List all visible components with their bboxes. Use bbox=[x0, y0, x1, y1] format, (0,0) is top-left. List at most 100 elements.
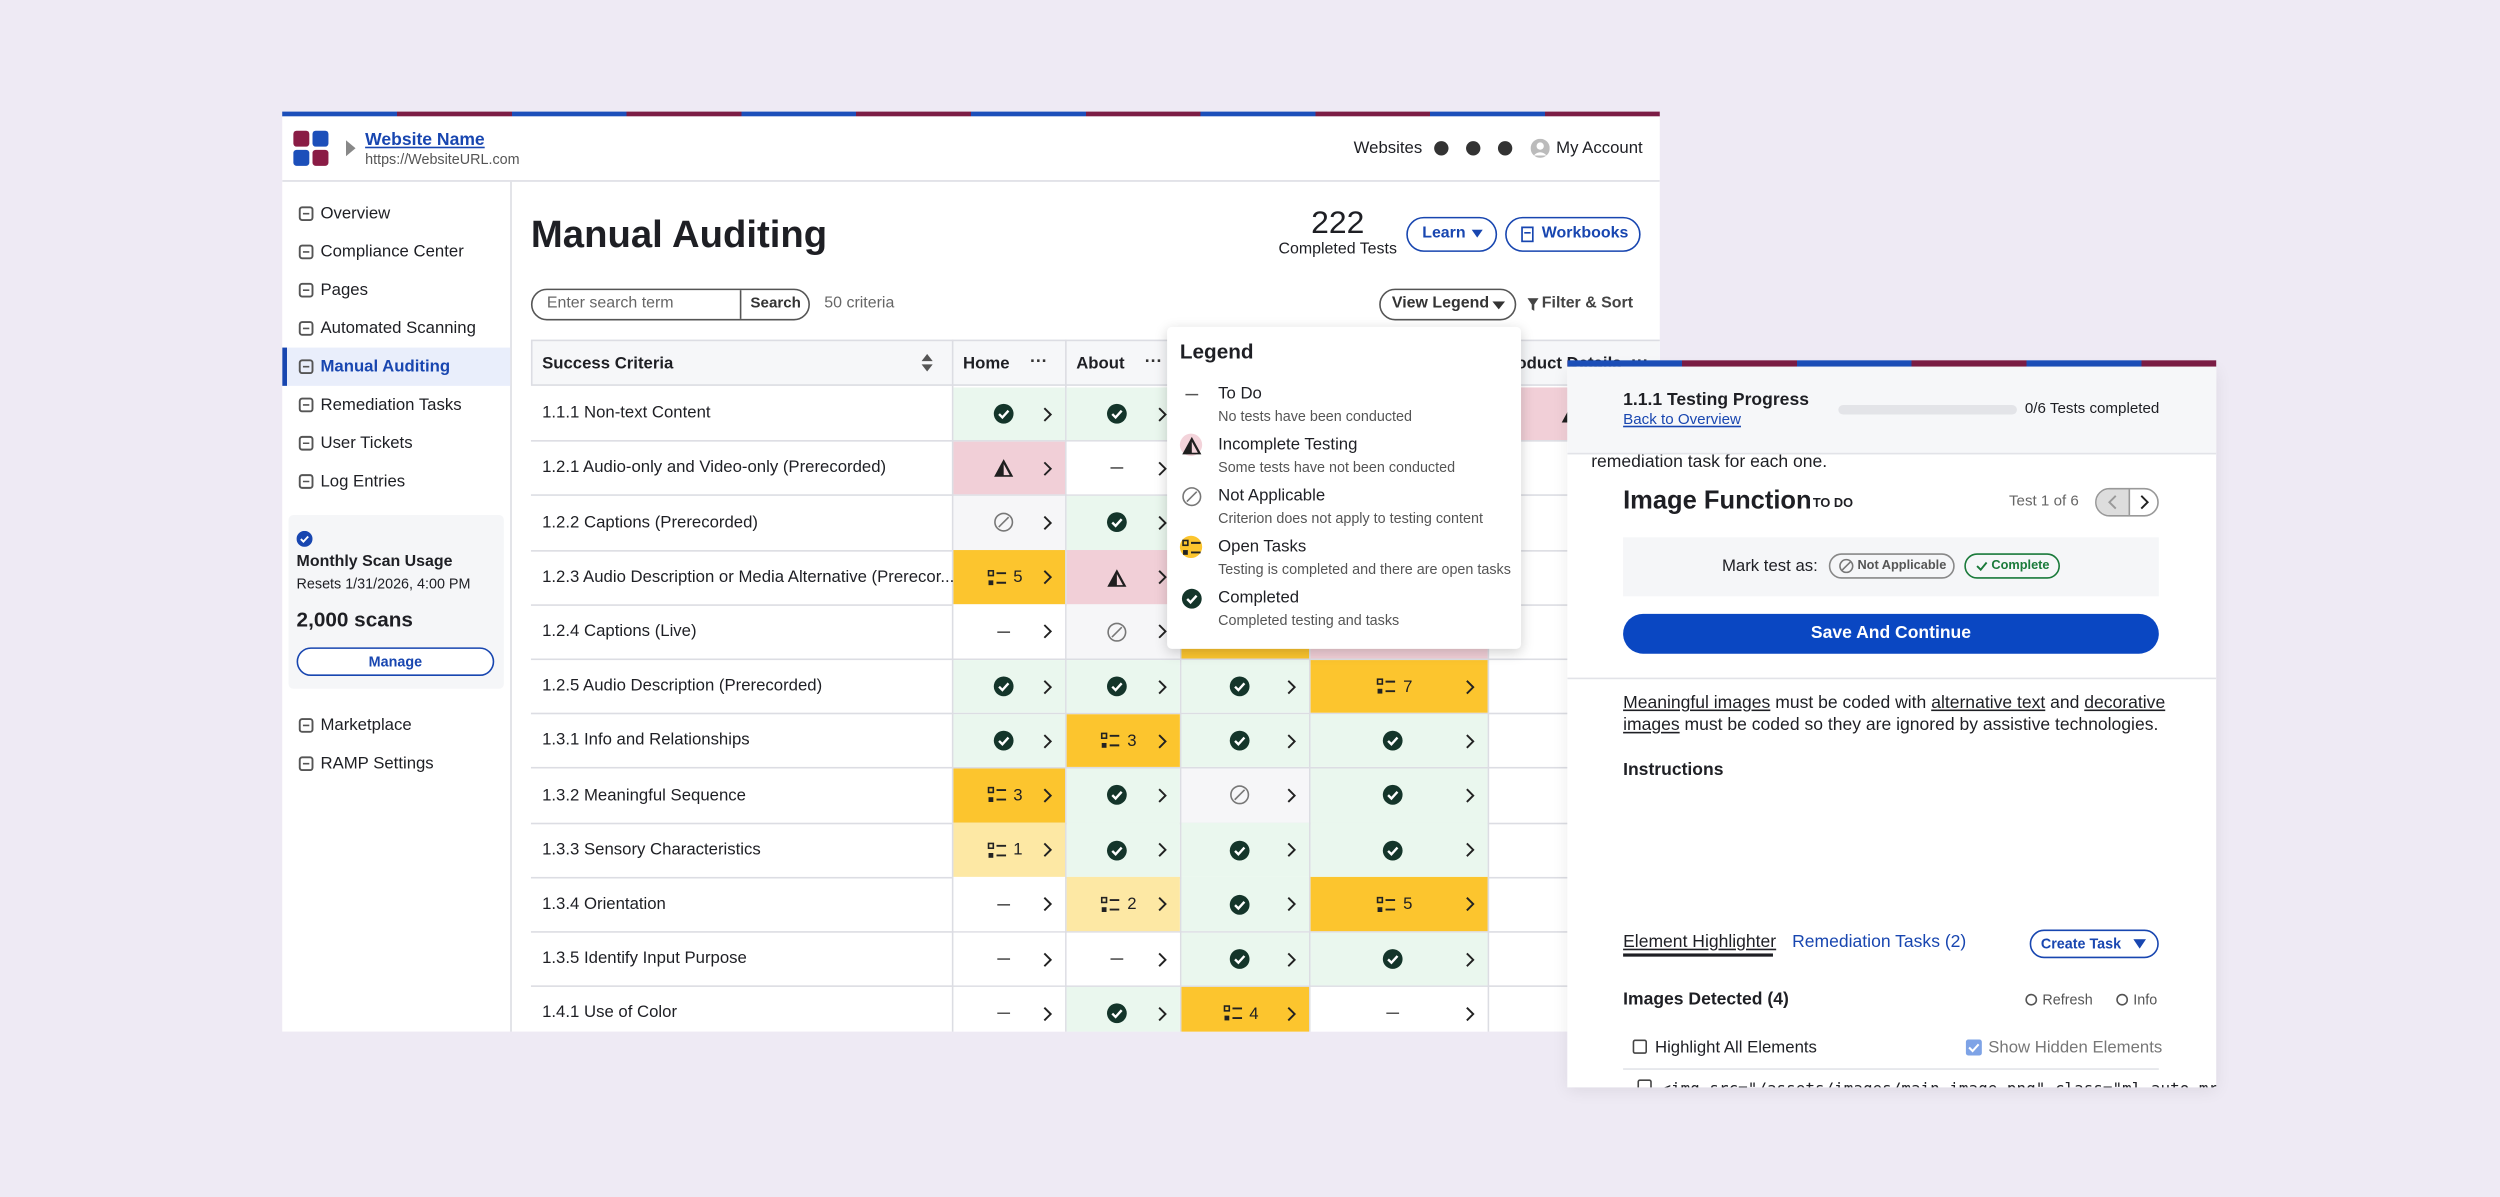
status-cell[interactable] bbox=[1181, 659, 1310, 713]
nav-icon-part bbox=[298, 359, 314, 375]
header-icon[interactable] bbox=[1465, 140, 1481, 156]
status-cell[interactable] bbox=[1181, 768, 1310, 823]
description-part: decorative images bbox=[1623, 693, 2166, 736]
create-task-button[interactable]: Create Task bbox=[2029, 929, 2159, 959]
status-cell[interactable] bbox=[1181, 931, 1310, 986]
status-cell[interactable]: 3 bbox=[1066, 713, 1180, 768]
nav-account[interactable]: My Account bbox=[1556, 138, 1643, 158]
nav-websites[interactable]: Websites bbox=[1353, 138, 1423, 158]
status-cell[interactable] bbox=[1066, 822, 1180, 877]
nav-item[interactable]: Automated Scanning bbox=[320, 318, 476, 339]
completed-icon-part bbox=[1382, 840, 1403, 860]
back-link[interactable]: Back to Overview bbox=[1623, 411, 1741, 429]
status-cell[interactable]: 2 bbox=[1066, 877, 1180, 932]
refresh[interactable]: Refresh bbox=[2042, 991, 2093, 1008]
filter-sort[interactable]: Filter & Sort bbox=[1541, 294, 1634, 313]
status-cell[interactable] bbox=[953, 986, 1066, 1032]
save-button[interactable]: Save And Continue bbox=[1623, 613, 2159, 654]
task-count: 2 bbox=[1127, 895, 1137, 915]
prev-button[interactable] bbox=[2096, 489, 2129, 515]
view-legend-button[interactable]: View Legend bbox=[1379, 288, 1517, 321]
completed-icon-part bbox=[1233, 955, 1245, 965]
code-checkbox[interactable] bbox=[1637, 1079, 1652, 1088]
nav-item[interactable]: Pages bbox=[320, 280, 368, 300]
search-input[interactable]: Enter search term Search bbox=[530, 288, 810, 321]
status-cell[interactable] bbox=[1310, 986, 1488, 1032]
nav-icon bbox=[298, 397, 314, 413]
status-icon bbox=[1100, 894, 1121, 915]
nav-item[interactable]: Compliance Center bbox=[320, 242, 464, 262]
status-cell[interactable] bbox=[953, 713, 1066, 768]
status-cell[interactable] bbox=[1181, 822, 1310, 877]
status-cell[interactable] bbox=[1181, 877, 1310, 932]
panel-stripe bbox=[1567, 360, 2217, 367]
open-tasks-icon-part bbox=[1100, 896, 1108, 904]
status-cell[interactable]: 1 bbox=[953, 822, 1066, 877]
header-icon[interactable] bbox=[1433, 140, 1449, 156]
mark-complete-button[interactable]: Complete bbox=[1964, 553, 2060, 579]
header-icon[interactable] bbox=[1497, 140, 1513, 156]
mark-na-button[interactable]: Not Applicable bbox=[1828, 553, 1955, 579]
arrow-part bbox=[345, 140, 356, 157]
status-cell[interactable] bbox=[1310, 768, 1488, 823]
nav-item[interactable]: Log Entries bbox=[320, 471, 406, 492]
status-cell[interactable] bbox=[1066, 931, 1180, 986]
nav-item[interactable]: RAMP Settings bbox=[320, 754, 434, 774]
learn-button[interactable]: Learn bbox=[1406, 216, 1498, 252]
status-cell[interactable] bbox=[953, 386, 1066, 441]
info[interactable]: Info bbox=[2133, 991, 2158, 1008]
chevron bbox=[1043, 733, 1053, 749]
status-cell[interactable] bbox=[1181, 713, 1310, 768]
nav-item[interactable]: Remediation Tasks bbox=[320, 395, 462, 415]
status-cell[interactable] bbox=[1066, 604, 1180, 659]
status-cell[interactable] bbox=[953, 441, 1066, 495]
chevron bbox=[1158, 679, 1167, 694]
status-cell[interactable] bbox=[1066, 768, 1180, 823]
status-cell[interactable] bbox=[1066, 386, 1180, 441]
next-button[interactable] bbox=[2128, 489, 2158, 515]
code-line: <img src="/assets/images/main-image.png"… bbox=[1661, 1079, 2216, 1087]
not-applicable-icon-part bbox=[1233, 790, 1245, 802]
column-menu[interactable]: ··· bbox=[1145, 352, 1163, 371]
status-cell[interactable] bbox=[1066, 550, 1180, 604]
chevron bbox=[1158, 897, 1167, 912]
status-cell[interactable] bbox=[1066, 986, 1180, 1032]
legend-icon bbox=[1180, 383, 1202, 405]
workbooks-button[interactable]: Workbooks bbox=[1505, 216, 1641, 252]
status-cell[interactable] bbox=[1066, 441, 1180, 495]
status-cell[interactable] bbox=[953, 659, 1066, 713]
cell-chevron bbox=[1156, 951, 1169, 967]
nav-item[interactable]: Overview bbox=[320, 204, 391, 224]
sort-icon[interactable] bbox=[921, 353, 933, 372]
nav-item[interactable]: Marketplace bbox=[320, 715, 412, 736]
status-cell[interactable]: 7 bbox=[1310, 659, 1488, 713]
status-cell[interactable]: 5 bbox=[1310, 877, 1488, 932]
completed-icon-part bbox=[1233, 737, 1245, 747]
status-cell[interactable] bbox=[1310, 713, 1488, 768]
status-cell[interactable]: 4 bbox=[1181, 986, 1310, 1032]
site-name[interactable]: Website Name bbox=[365, 130, 485, 150]
column-menu[interactable]: ··· bbox=[1030, 352, 1048, 371]
search-button[interactable]: Search bbox=[750, 294, 801, 313]
status-cell[interactable] bbox=[953, 495, 1066, 550]
manage-button[interactable]: Manage bbox=[296, 647, 495, 677]
status-cell[interactable] bbox=[1066, 659, 1180, 713]
chevron-part bbox=[1158, 952, 1167, 967]
status-icon bbox=[1382, 840, 1403, 861]
chevron bbox=[1466, 733, 1475, 749]
highlight-checkbox[interactable] bbox=[1632, 1039, 1648, 1054]
tab-active[interactable]: Element Highlighter bbox=[1623, 932, 1777, 952]
status-cell[interactable] bbox=[1066, 495, 1180, 550]
status-cell[interactable] bbox=[953, 931, 1066, 986]
tab-other[interactable]: Remediation Tasks (2) bbox=[1792, 932, 1967, 952]
nav-item[interactable]: User Tickets bbox=[320, 433, 413, 453]
status-cell[interactable] bbox=[953, 877, 1066, 932]
status-cell[interactable] bbox=[1310, 931, 1488, 986]
status-cell[interactable]: 5 bbox=[953, 550, 1066, 604]
status-cell[interactable] bbox=[1310, 822, 1488, 877]
status-cell[interactable] bbox=[953, 604, 1066, 659]
hidden-checkbox[interactable] bbox=[1965, 1039, 1982, 1056]
nav-item[interactable]: Manual Auditing bbox=[320, 357, 451, 377]
status-cell[interactable]: 3 bbox=[953, 768, 1066, 823]
